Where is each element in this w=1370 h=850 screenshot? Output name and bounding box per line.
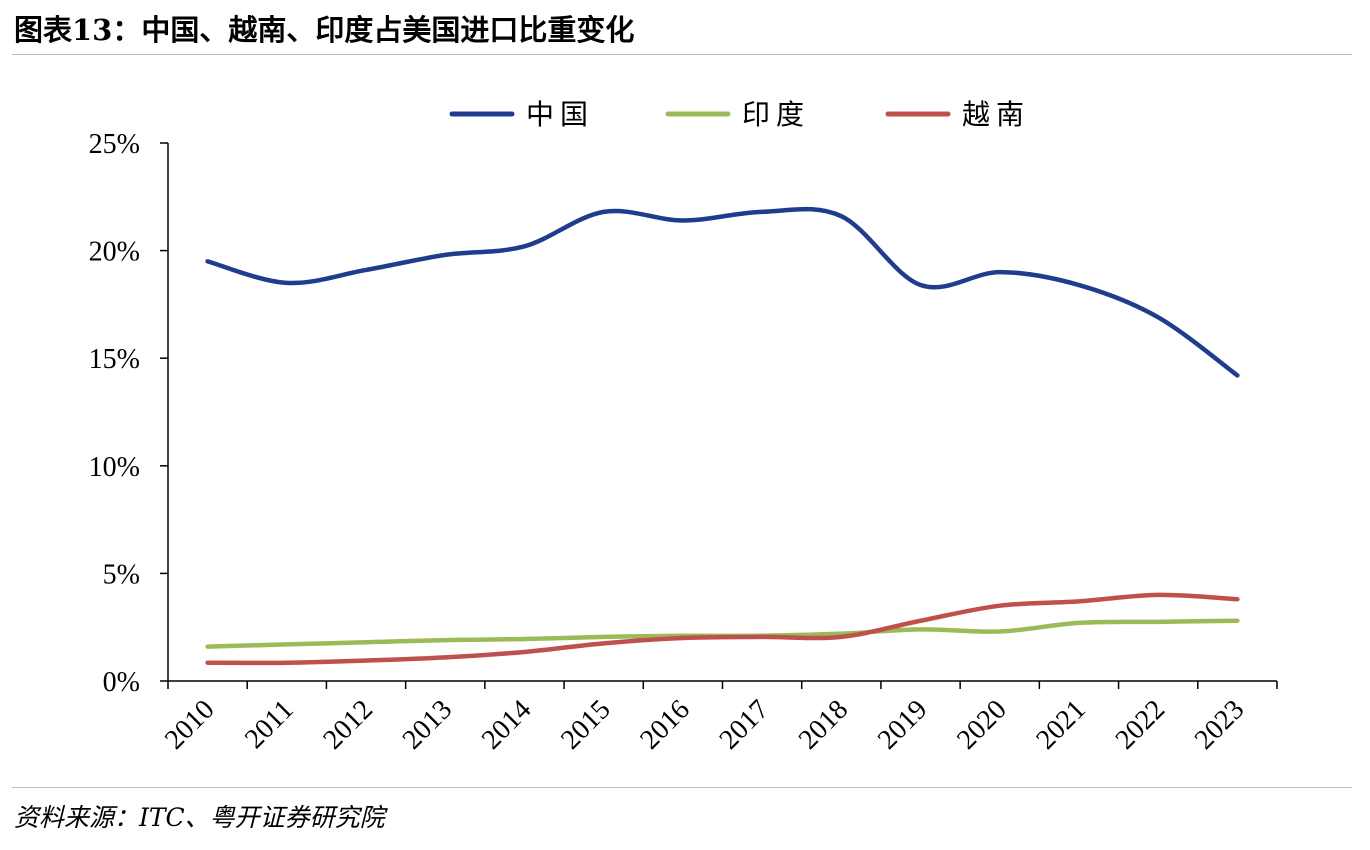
x-tick-label: 2010 [159,694,221,756]
x-tick-label: 2013 [397,694,459,756]
page-title: 图表13：中国、越南、印度占美国进口比重变化 [14,13,635,47]
x-tick-label: 2011 [239,694,300,755]
x-tick-label: 2019 [872,694,934,756]
x-tick-label: 2014 [476,694,538,756]
y-tick-label: 0% [103,667,140,698]
x-tick-label: 2023 [1189,694,1251,756]
x-tick-label: 2012 [317,694,379,756]
source-divider [12,787,1352,788]
series-line-vietnam [205,592,1240,666]
x-tick-label: 2017 [714,694,776,756]
y-tick-label: 15% [89,344,140,375]
line-chart: 中国 印度 越南 0% 5% 10% 15% 20% 25% 2010 2011 2012 2013… [89,98,1278,756]
legend-label-india: 印度 [742,98,810,131]
chart-legend: 中国 印度 越南 [449,98,1030,131]
title-divider [12,54,1352,55]
x-tick-label: 2015 [555,694,617,756]
x-tick-label: 2021 [1030,694,1092,756]
y-tick-label: 25% [89,129,140,160]
source-note: 资料来源：ITC、粤开证券研究院 [14,803,385,832]
x-axis: 2010 2011 2012 2013 2014 2015 2016 2017 2018 2019… [159,680,1278,756]
y-tick-label: 5% [103,559,140,590]
x-tick-label: 2016 [634,694,696,756]
y-tick-label: 20% [89,237,140,268]
y-tick-label: 10% [89,452,140,483]
x-tick-label: 2018 [793,694,855,756]
series-line-china [205,206,1240,378]
legend-label-vietnam: 越南 [962,98,1030,131]
y-axis: 0% 5% 10% 15% 20% 25% [89,129,169,698]
x-tick-label: 2020 [951,694,1013,756]
series-line-india [205,618,1240,649]
x-tick-label: 2022 [1110,694,1172,756]
series-layer [205,206,1240,666]
legend-label-china: 中国 [526,98,594,131]
